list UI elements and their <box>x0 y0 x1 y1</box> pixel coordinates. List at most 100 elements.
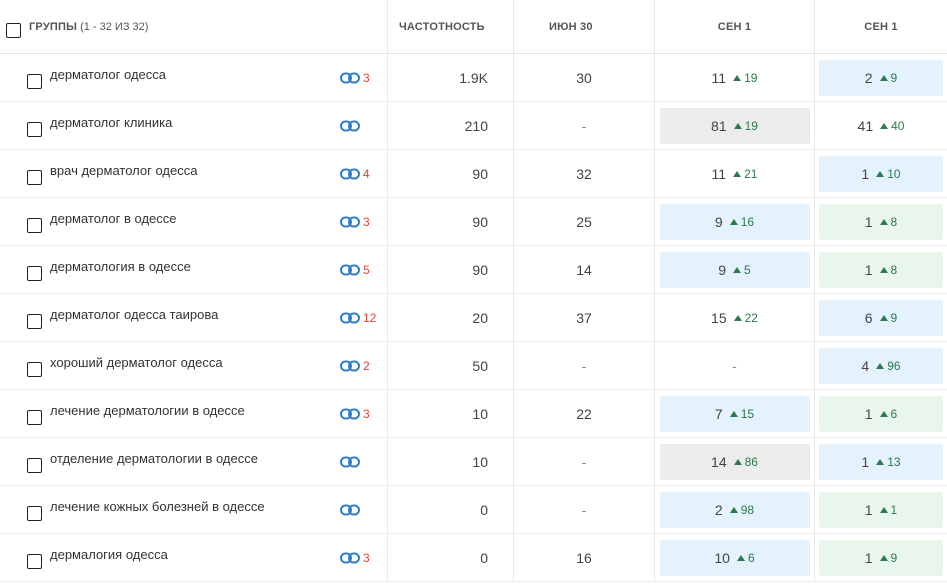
sep1-a-pos-value: 81 <box>711 117 727 134</box>
sep1-a-position[interactable]: 9 5 <box>659 251 810 288</box>
jun30-value: - <box>581 501 587 518</box>
link-button[interactable]: 4 <box>340 167 370 181</box>
sep1-b-position[interactable]: 6 9 <box>819 299 943 336</box>
row-checkbox[interactable] <box>27 122 42 137</box>
sep1-b-pos-value: 4 <box>861 357 870 374</box>
table-row: дермалогия одесса 3 0 16 10 6 <box>0 534 947 582</box>
header-links <box>296 0 388 53</box>
links-cell: 12 <box>296 294 388 341</box>
sep1-b-cell: 2 9 <box>815 54 947 101</box>
links-cell <box>296 438 388 485</box>
row-checkbox[interactable] <box>27 410 42 425</box>
sep1-b-cell: 1 8 <box>815 198 947 245</box>
freq-value: 210 <box>464 117 488 134</box>
table-row: дерматолог одесса таирова 12 20 37 15 22 <box>0 294 947 342</box>
link-button[interactable] <box>340 456 360 468</box>
freq-cell: 10 <box>388 438 514 485</box>
sep1-a-delta: 5 <box>744 262 751 277</box>
keyword-text[interactable]: дермалогия одесса <box>50 547 168 562</box>
freq-value: 10 <box>472 405 488 422</box>
freq-cell: 210 <box>388 102 514 149</box>
sep1-b-cell: 41 40 <box>815 102 947 149</box>
jun30-cell: - <box>514 102 655 149</box>
keyword-cell: дерматолог в одессе <box>0 198 296 245</box>
sep1-b-position[interactable]: 1 10 <box>819 155 943 192</box>
sep1-a-position[interactable]: - <box>660 348 810 384</box>
link-count: 2 <box>363 358 370 373</box>
row-checkbox[interactable] <box>27 314 42 329</box>
sep1-a-position[interactable]: 14 86 <box>659 443 810 480</box>
keyword-text[interactable]: лечение кожных болезней в одессе <box>50 499 265 514</box>
sep1-a-cell: 11 19 <box>655 54 815 101</box>
delta-up-icon <box>729 218 738 225</box>
link-button[interactable] <box>340 120 360 132</box>
link-icon <box>340 504 360 515</box>
sep1-a-pos-value: 11 <box>711 69 727 86</box>
keyword-text[interactable]: лечение дерматологии в одессе <box>50 403 245 418</box>
sep1-b-position[interactable]: 1 6 <box>819 395 943 432</box>
row-checkbox[interactable] <box>27 458 42 473</box>
jun30-cell: 37 <box>514 294 655 341</box>
row-checkbox[interactable] <box>27 74 42 89</box>
link-button[interactable]: 5 <box>340 263 370 277</box>
table-row: лечение дерматологии в одессе 3 10 22 7 … <box>0 390 947 438</box>
sep1-a-pos-value: 9 <box>718 261 727 278</box>
keyword-text[interactable]: дерматолог одесса таирова <box>50 307 219 322</box>
sep1-a-position[interactable]: 10 6 <box>659 539 810 576</box>
freq-value: 20 <box>472 309 488 326</box>
row-checkbox[interactable] <box>27 554 42 569</box>
sep1-a-position[interactable]: 15 22 <box>660 300 810 336</box>
sep1-b-position[interactable]: 1 1 <box>819 491 943 528</box>
row-checkbox[interactable] <box>27 170 42 185</box>
sep1-a-position[interactable]: 81 19 <box>659 107 810 144</box>
keyword-text[interactable]: дерматолог в одессе <box>50 211 177 226</box>
sep1-b-delta: 6 <box>890 406 898 421</box>
row-checkbox[interactable] <box>27 218 42 233</box>
sep1-b-position[interactable]: 1 8 <box>819 203 943 240</box>
row-checkbox[interactable] <box>27 266 42 281</box>
link-button[interactable]: 2 <box>340 359 370 373</box>
keyword-text[interactable]: дерматолог клиника <box>50 115 173 130</box>
freq-value: 90 <box>472 165 488 182</box>
sep1-b-position[interactable]: 1 9 <box>819 539 943 576</box>
jun30-value: - <box>581 117 587 134</box>
keyword-text[interactable]: хороший дерматолог одесса <box>50 355 223 370</box>
sep1-b-pos-value: 1 <box>864 501 873 518</box>
link-button[interactable]: 12 <box>340 311 376 325</box>
link-count: 3 <box>363 550 370 565</box>
sep1-b-position[interactable]: 41 40 <box>819 108 943 144</box>
header-sep1-b[interactable]: СЕН 1 <box>815 0 947 53</box>
sep1-b-position[interactable]: 1 13 <box>819 443 943 480</box>
sep1-a-position[interactable]: 2 98 <box>659 491 810 528</box>
sep1-b-position[interactable]: 2 9 <box>819 59 943 96</box>
sep1-b-position[interactable]: 1 8 <box>819 251 943 288</box>
keyword-cell: отделение дерматологии в одессе <box>0 438 296 485</box>
freq-cell: 10 <box>388 390 514 437</box>
keyword-text[interactable]: врач дерматолог одесса <box>50 163 198 178</box>
keyword-cell: хороший дерматолог одесса <box>0 342 296 389</box>
sep1-b-cell: 6 9 <box>815 294 947 341</box>
keyword-text[interactable]: дерматолог одесса <box>50 67 166 82</box>
select-all-checkbox[interactable] <box>6 23 21 38</box>
sep1-a-position[interactable]: 11 21 <box>660 156 810 192</box>
keyword-text[interactable]: отделение дерматологии в одессе <box>50 451 258 466</box>
sep1-a-pos-value: 10 <box>714 549 730 566</box>
sep1-a-delta: 16 <box>740 214 755 229</box>
table-row: врач дерматолог одесса 4 90 32 11 21 <box>0 150 947 198</box>
row-checkbox[interactable] <box>27 506 42 521</box>
sep1-a-position[interactable]: 9 16 <box>659 203 810 240</box>
link-button[interactable]: 3 <box>340 71 370 85</box>
header-sep1-a[interactable]: СЕН 1 <box>655 0 815 53</box>
link-button[interactable]: 3 <box>340 551 370 565</box>
sep1-b-position[interactable]: 4 96 <box>819 347 943 384</box>
keyword-text[interactable]: дерматология в одессе <box>50 259 191 274</box>
link-button[interactable]: 3 <box>340 407 370 421</box>
link-button[interactable]: 3 <box>340 215 370 229</box>
header-jun30[interactable]: ИЮН 30 <box>514 0 655 53</box>
jun30-value: 37 <box>576 309 592 326</box>
sep1-a-position[interactable]: 7 15 <box>659 395 810 432</box>
sep1-a-position[interactable]: 11 19 <box>660 60 810 96</box>
header-freq[interactable]: ЧАСТОТНОСТЬ <box>388 0 514 53</box>
row-checkbox[interactable] <box>27 362 42 377</box>
link-button[interactable] <box>340 504 360 516</box>
